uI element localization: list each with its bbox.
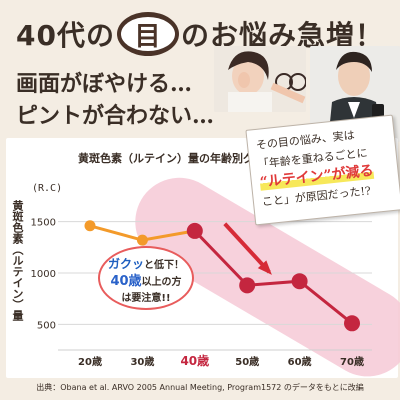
- data-point: [136, 234, 148, 246]
- eye-badge: 目: [116, 12, 179, 56]
- eye-icon: 目: [120, 17, 175, 52]
- series-line: [193, 229, 353, 325]
- source-citation: 出典：Obana et al. ARVO 2005 Annual Meeting…: [36, 383, 364, 392]
- x-tick-label: 50歳: [235, 355, 259, 368]
- headline-part1: 40代の: [16, 19, 115, 52]
- bubble-age: 40歳: [110, 274, 142, 289]
- x-tick-label: 30歳: [130, 355, 154, 368]
- decline-arrow: [223, 222, 272, 275]
- data-point: [344, 315, 360, 332]
- x-tick-label: 60歳: [288, 355, 312, 368]
- subhead-blurry-screen: 画面がぼやける…: [16, 71, 193, 97]
- x-tick-label: 70歳: [340, 355, 364, 368]
- series-points: [84, 220, 360, 332]
- callout-box: その目の悩み、実は 「年齢を重ねるごとに “ルテイン”が減る こと」が原因だった…: [245, 114, 400, 226]
- bubble-line3: は要注意!!: [121, 293, 171, 304]
- data-point: [239, 277, 256, 294]
- subhead-focus-trouble: ピントが合わない…: [16, 103, 215, 129]
- photo-woman-rubbing-eyes: [214, 46, 306, 112]
- x-tick-label: 20歳: [78, 355, 102, 368]
- y-tick-label: 500: [37, 320, 56, 331]
- y-tick-labels: 500 1000 1500: [31, 218, 56, 332]
- data-point: [291, 273, 308, 290]
- y-tick-label: 1000: [31, 269, 56, 280]
- data-point: [186, 222, 203, 239]
- bubble-line1: ガクッと低下！: [100, 256, 192, 274]
- eye-badge-char: 目: [134, 21, 162, 52]
- bubble-drop-rest: と低下！: [144, 260, 184, 271]
- arrow-head: [257, 260, 272, 275]
- bubble-line2: 40歳以上の方: [100, 274, 192, 291]
- x-tick-label: 40歳: [180, 353, 209, 368]
- chart-grid: [58, 221, 372, 351]
- data-point: [84, 220, 96, 232]
- bubble-age-rest: 以上の方: [141, 277, 182, 288]
- y-axis-label: 黄斑色素（ルテイン）量: [11, 200, 24, 321]
- arrow-shaft: [223, 222, 271, 274]
- warning-bubble: ガクッと低下！ 40歳以上の方 は要注意!!: [98, 246, 194, 310]
- y-axis-unit: (R.C): [32, 183, 63, 194]
- y-tick-label: 1500: [31, 218, 56, 229]
- bubble-drop-word: ガクッ: [107, 257, 144, 271]
- chart-title: 黄斑色素（ルテイン）量の年齢別グラフ: [78, 152, 276, 165]
- x-tick-labels: 20歳 30歳 40歳 50歳 60歳 70歳: [78, 353, 364, 368]
